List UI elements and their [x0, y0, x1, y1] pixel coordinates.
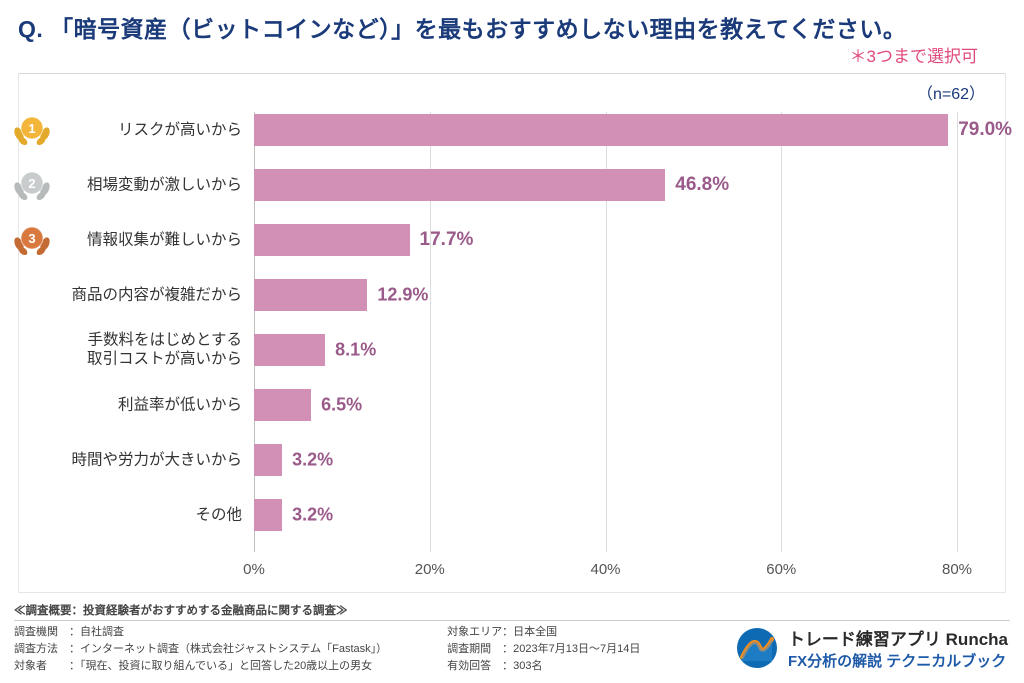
chart-row: 12.9%商品の内容が複雑だから — [254, 279, 957, 311]
bar — [254, 169, 665, 201]
footer-line: 有効回答 ：303名 — [447, 658, 640, 675]
chart-row: 3.2%その他 — [254, 499, 957, 531]
chart-row: 79.0%リスクが高いから1 — [254, 114, 957, 146]
brand-block: トレード練習アプリ Runcha FX分析の解説 テクニカルブック — [736, 625, 1008, 671]
bar-value-label: 3.2% — [292, 505, 333, 526]
chart-row: 17.7%情報収集が難しいから3 — [254, 224, 957, 256]
category-label: その他 — [57, 505, 242, 524]
svg-text:3: 3 — [28, 231, 35, 246]
footer-line: 調査機関 ：自社調査 — [14, 624, 387, 641]
question-title: Q. 「暗号資産（ビットコインなど）」を最もおすすめしない理由を教えてください。 — [18, 10, 1006, 44]
bar — [254, 224, 410, 256]
plot-area: 0%20%40%60%80%79.0%リスクが高いから146.8%相場変動が激し… — [254, 112, 957, 552]
category-label: リスクが高いから — [57, 120, 242, 139]
category-label: 時間や労力が大きいから — [57, 450, 242, 469]
bar — [254, 114, 948, 146]
chart-row: 3.2%時間や労力が大きいから — [254, 444, 957, 476]
footer-line: 調査方法 ：インターネット調査（株式会社ジャストシステム「Fastask」） — [14, 641, 387, 658]
footer-line: 調査期間 ：2023年7月13日〜7月14日 — [447, 641, 640, 658]
medal-icon-rank-2: 2 — [12, 167, 52, 203]
x-tick-label: 80% — [942, 561, 972, 578]
question-subnote: ＊3つまで選択可 — [18, 42, 1006, 67]
footer-col-right: 対象エリア：日本全国調査期間 ：2023年7月13日〜7月14日有効回答 ：30… — [447, 624, 640, 675]
bar-value-label: 17.7% — [420, 229, 474, 251]
svg-text:1: 1 — [28, 121, 35, 136]
bar — [254, 279, 367, 311]
category-label: 利益率が低いから — [57, 395, 242, 414]
bar — [254, 334, 325, 366]
x-tick-label: 60% — [766, 561, 796, 578]
brand-line-2: FX分析の解説 テクニカルブック — [788, 650, 1008, 671]
grid-line — [957, 112, 958, 552]
bar — [254, 444, 282, 476]
footer-title: ≪調査概要：投資経験者がおすすめする金融商品に関する調査≫ — [14, 602, 1010, 621]
bar-value-label: 3.2% — [292, 450, 333, 471]
chart-row: 46.8%相場変動が激しいから2 — [254, 169, 957, 201]
bar — [254, 389, 311, 421]
category-label: 商品の内容が複雑だから — [57, 285, 242, 304]
footer-line: 対象者 ：「現在、投資に取り組んでいる」と回答した20歳以上の男女 — [14, 658, 387, 675]
chart-container: （n=62） 0% 20% 40% 60% 80% 79.0%リスクが高いから1 46.8%… — [18, 73, 1006, 593]
x-tick-label: 20% — [415, 561, 445, 578]
brand-line-1: トレード練習アプリ Runcha — [788, 625, 1008, 650]
question-text: 「暗号資産（ビットコインなど）」を最もおすすめしない理由を教えてください。 — [50, 16, 906, 42]
footer-line: 対象エリア：日本全国 — [447, 624, 640, 641]
bar — [254, 499, 282, 531]
footer-col-left: 調査機関 ：自社調査調査方法 ：インターネット調査（株式会社ジャストシステム「F… — [14, 624, 387, 675]
bar-value-label: 8.1% — [335, 340, 376, 361]
chart-row: 8.1%手数料をはじめとする取引コストが高いから — [254, 334, 957, 366]
bar-value-label: 6.5% — [321, 395, 362, 416]
question-prefix: Q. — [18, 16, 50, 42]
medal-icon-rank-1: 1 — [12, 112, 52, 148]
x-tick-label: 40% — [590, 561, 620, 578]
n-label: （n=62） — [917, 80, 985, 104]
bar-value-label: 12.9% — [377, 285, 428, 306]
bar-value-label: 79.0% — [958, 119, 1012, 141]
category-label: 手数料をはじめとする取引コストが高いから — [57, 331, 242, 370]
bar-value-label: 46.8% — [675, 174, 729, 196]
x-tick-label: 0% — [243, 561, 265, 578]
svg-text:2: 2 — [28, 176, 35, 191]
category-label: 相場変動が激しいから — [57, 175, 242, 194]
category-label: 情報収集が難しいから — [57, 230, 242, 249]
brand-logo-icon — [736, 627, 778, 669]
chart-row: 6.5%利益率が低いから — [254, 389, 957, 421]
medal-icon-rank-3: 3 — [12, 222, 52, 258]
